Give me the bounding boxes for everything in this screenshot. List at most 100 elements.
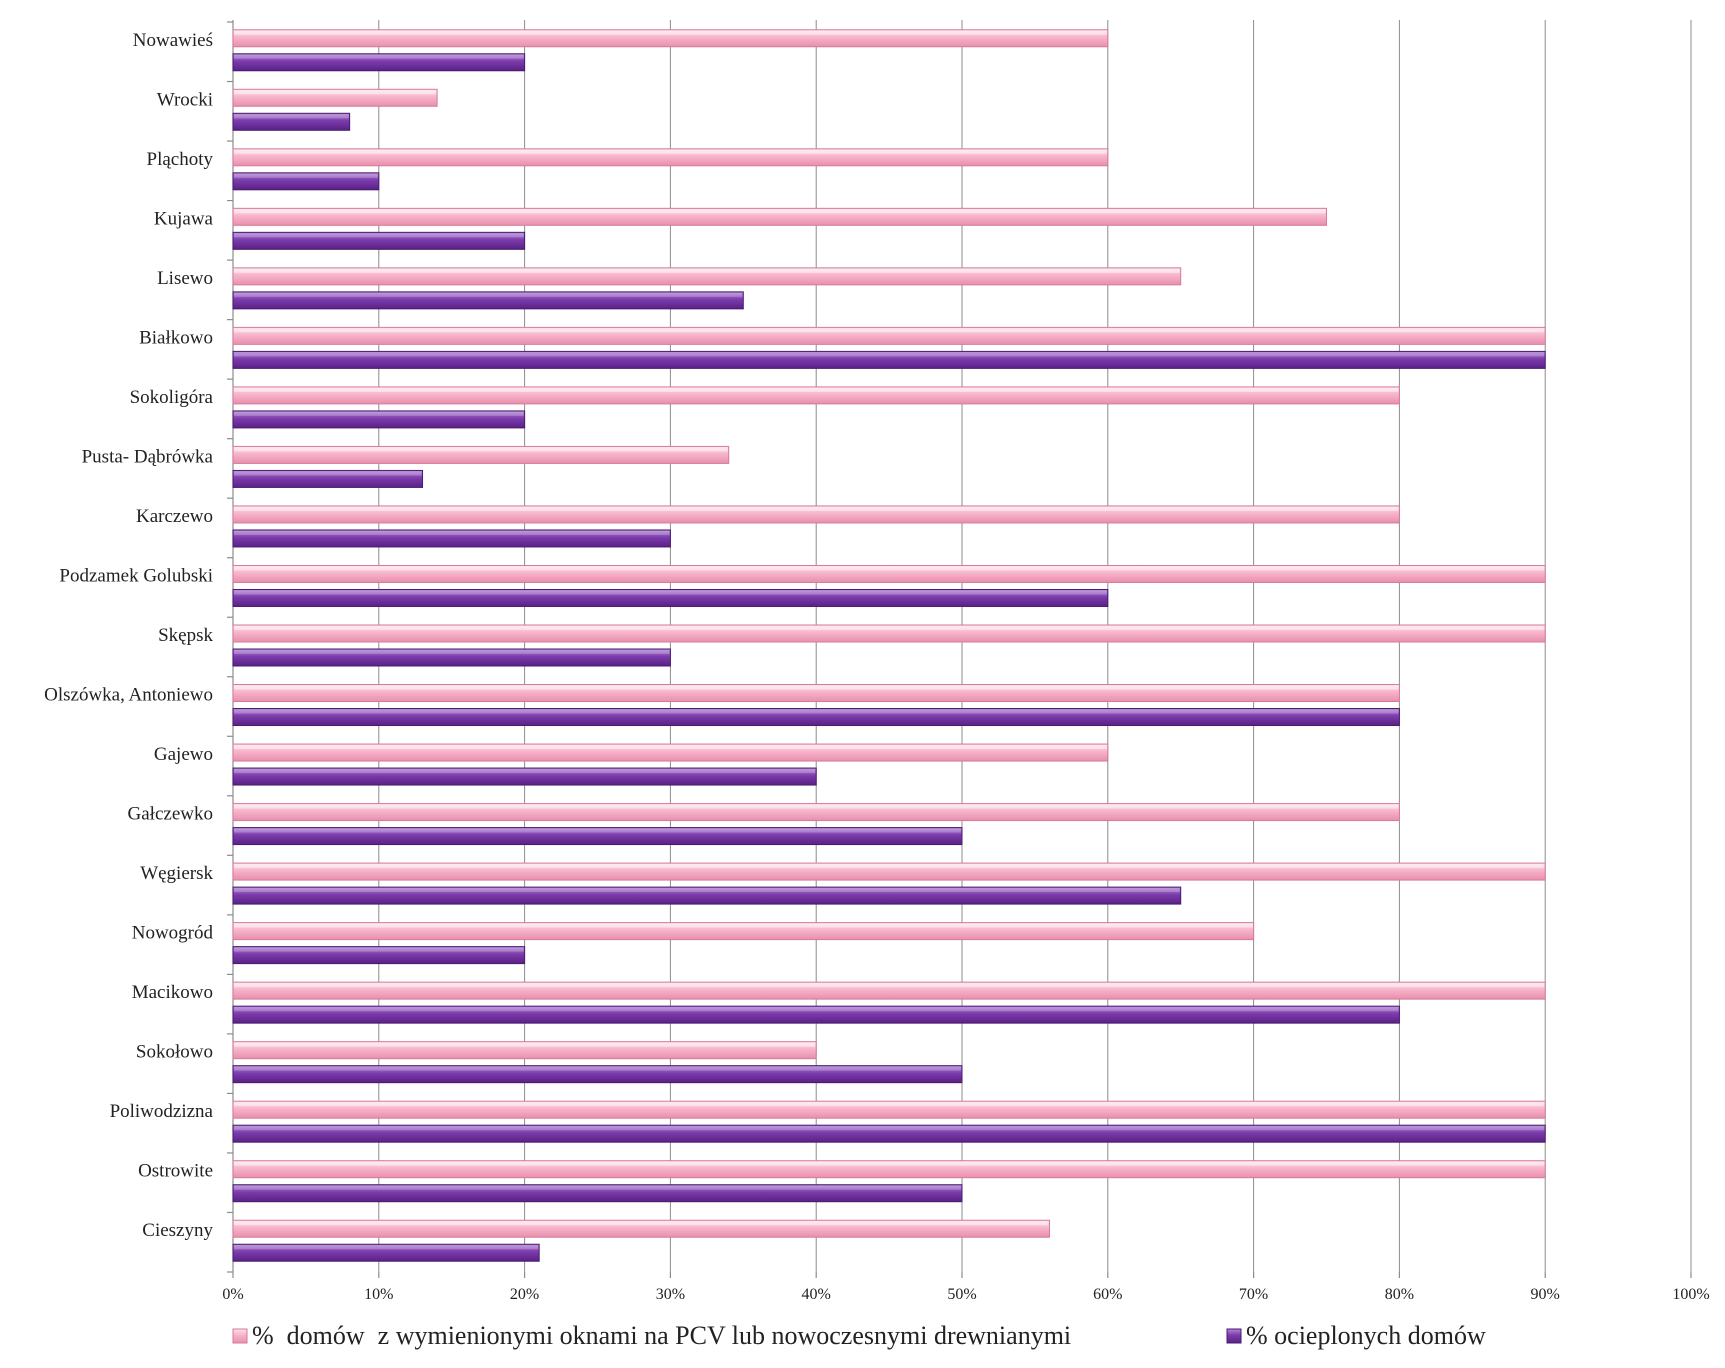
- bar-highlight: [234, 1042, 816, 1047]
- bar-highlight: [234, 1066, 961, 1071]
- category-label: Pląchoty: [147, 149, 214, 170]
- legend-item-insulated: % ocieplonych domów: [1226, 1321, 1486, 1350]
- bar-highlight: [234, 292, 743, 297]
- bar-windows: [232, 148, 1109, 167]
- legend-item-windows: % domów z wymienionymi oknami na PCV lub…: [232, 1321, 1071, 1350]
- bar-highlight: [234, 173, 378, 178]
- bar-highlight: [234, 149, 1107, 154]
- x-tick-label: 20%: [510, 1286, 539, 1303]
- legend-swatch-insulated: [1226, 1328, 1242, 1344]
- bar-insulated: [232, 827, 963, 846]
- category-label: Ostrowite: [138, 1161, 213, 1182]
- bar-highlight: [234, 650, 670, 654]
- category-label: Olszówka, Antoniewo: [44, 685, 213, 706]
- bar-highlight: [234, 90, 437, 95]
- bar-windows: [232, 1041, 817, 1060]
- bar-highlight: [234, 328, 1545, 333]
- category-label: Poliwodzizna: [110, 1101, 214, 1122]
- bar-insulated: [232, 1184, 963, 1203]
- category-label: Podzamek Golubski: [59, 565, 213, 586]
- category-label: Gałczewko: [128, 804, 213, 825]
- bar-highlight: [234, 1102, 1545, 1107]
- bar-insulated: [232, 529, 671, 548]
- bar-windows: [232, 981, 1546, 1000]
- bar-insulated: [232, 1005, 1400, 1024]
- bar-highlight: [234, 233, 524, 238]
- bar-insulated: [232, 1124, 1546, 1143]
- bar-highlight: [234, 566, 1545, 571]
- bar-highlight: [234, 947, 524, 952]
- bar-highlight: [234, 626, 1545, 630]
- bar-insulated: [232, 410, 526, 429]
- category-label: Karczewo: [136, 506, 213, 527]
- bar-highlight: [234, 352, 1545, 357]
- bar-windows: [232, 1160, 1546, 1179]
- bar-highlight: [234, 769, 816, 774]
- bar-windows: [232, 267, 1182, 286]
- bar-highlight: [234, 530, 670, 535]
- bar-highlight: [234, 54, 524, 59]
- bar-highlight: [234, 1126, 1545, 1131]
- x-tick-label: 0%: [222, 1286, 243, 1303]
- category-label: Gajewo: [154, 744, 213, 765]
- bar-highlight: [234, 411, 524, 416]
- bar-windows: [232, 505, 1400, 524]
- bar-insulated: [232, 886, 1182, 905]
- bar-windows: [232, 1219, 1050, 1238]
- x-tick-label: 60%: [1093, 1286, 1122, 1303]
- x-tick-label: 40%: [802, 1286, 831, 1303]
- category-label: Pusta- Dąbrówka: [82, 446, 214, 467]
- bar-highlight: [234, 685, 1399, 690]
- bar-highlight: [234, 888, 1180, 893]
- bar-highlight: [234, 1007, 1399, 1012]
- category-label: Białkowo: [139, 327, 213, 348]
- bar-windows: [232, 29, 1109, 48]
- x-tick-label: 70%: [1239, 1286, 1268, 1303]
- bar-windows: [232, 326, 1546, 345]
- legend-label-windows: % domów z wymienionymi oknami na PCV lub…: [252, 1321, 1071, 1350]
- category-label: Węgiersk: [140, 863, 213, 884]
- category-label: Cieszyny: [142, 1220, 213, 1241]
- bar-windows: [232, 684, 1400, 703]
- bar-insulated: [232, 767, 817, 786]
- bar-windows: [232, 922, 1255, 941]
- bar-highlight: [234, 745, 1107, 750]
- bar-highlight: [234, 471, 422, 476]
- bar-highlight: [234, 983, 1545, 988]
- bar-highlight: [234, 1221, 1049, 1226]
- bar-highlight: [234, 1161, 1545, 1166]
- bar-windows: [232, 207, 1327, 226]
- bar-windows: [232, 564, 1546, 583]
- bar-highlight: [234, 209, 1326, 214]
- bar-highlight: [234, 506, 1399, 511]
- category-label: Kujawa: [154, 208, 214, 229]
- bar-insulated: [232, 708, 1400, 727]
- legend-label-insulated: % ocieplonych domów: [1246, 1321, 1486, 1350]
- bar-highlight: [234, 447, 728, 452]
- bar-highlight: [234, 114, 349, 119]
- category-label: Sokołowo: [136, 1042, 213, 1063]
- category-label: Skępsk: [158, 625, 213, 646]
- bar-highlight: [234, 923, 1253, 928]
- x-tick-label: 50%: [947, 1286, 976, 1303]
- bar-insulated: [232, 53, 526, 72]
- category-label: Macikowo: [132, 982, 213, 1003]
- x-tick-label: 30%: [656, 1286, 685, 1303]
- legend-swatch-windows: [232, 1328, 248, 1344]
- bar-highlight: [234, 709, 1399, 714]
- category-label: Sokoligóra: [130, 387, 214, 408]
- bar-windows: [232, 88, 438, 107]
- bar-windows: [232, 445, 730, 464]
- category-label: Nowogród: [132, 923, 214, 944]
- bar-highlight: [234, 864, 1545, 869]
- bar-insulated: [232, 946, 526, 965]
- bar-highlight: [234, 1185, 961, 1190]
- bar-windows: [232, 862, 1546, 881]
- bar-insulated: [232, 291, 744, 310]
- bar-windows: [232, 624, 1546, 643]
- bar-insulated: [232, 1243, 540, 1262]
- bar-insulated: [232, 231, 526, 250]
- x-tick-label: 90%: [1531, 1286, 1560, 1303]
- category-label: Wrocki: [157, 89, 213, 110]
